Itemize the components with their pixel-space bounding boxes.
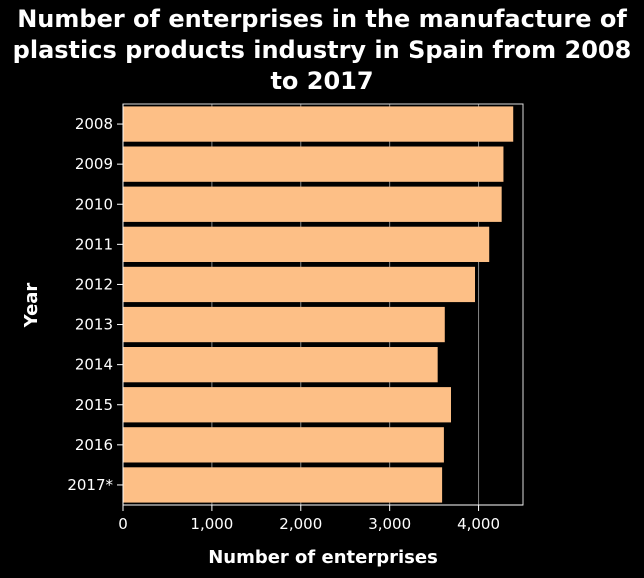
y-tick-label: 2017* — [67, 476, 113, 494]
bar — [123, 266, 475, 303]
bar — [123, 106, 514, 142]
bar — [123, 427, 444, 463]
x-tick-label: 1,000 — [190, 515, 233, 533]
bar — [123, 387, 451, 423]
axes: 0 1,000 2,000 3,000 4,000 2008 2009 2010 2011 201… — [67, 103, 524, 533]
y-tick-label: 2009 — [75, 155, 113, 173]
x-tick-label: 3,000 — [368, 515, 411, 533]
x-tick-label: 4,000 — [457, 515, 500, 533]
y-tick-label: 2016 — [75, 436, 113, 454]
x-axis-title: Number of enterprises — [208, 547, 438, 568]
bar — [123, 146, 504, 182]
y-tick-label: 2014 — [75, 356, 113, 374]
y-tick-label: 2013 — [75, 316, 113, 334]
y-tick-label: 2011 — [75, 235, 113, 253]
bar — [123, 347, 438, 383]
y-tick-label: 2012 — [75, 275, 113, 293]
bar — [123, 306, 445, 343]
y-tick-label: 2010 — [75, 195, 113, 213]
bar — [123, 467, 443, 503]
x-tick-label: 0 — [118, 515, 128, 533]
y-tick-label: 2015 — [75, 396, 113, 414]
bar — [123, 226, 490, 262]
chart-title: Number of enterprises in the manufacture… — [12, 5, 632, 95]
y-tick-label: 2008 — [75, 115, 113, 133]
x-tick-label: 2,000 — [279, 515, 322, 533]
bars — [123, 106, 514, 503]
bar — [123, 186, 502, 222]
y-axis-title: Year — [21, 283, 42, 329]
